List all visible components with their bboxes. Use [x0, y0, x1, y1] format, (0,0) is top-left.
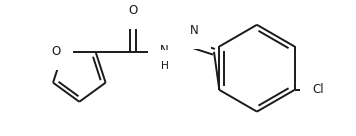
Text: Cl: Cl: [312, 83, 324, 96]
Text: N: N: [160, 44, 169, 57]
Text: O: O: [129, 4, 138, 17]
Text: N: N: [190, 24, 199, 37]
Text: H: H: [161, 61, 169, 71]
Text: O: O: [52, 45, 61, 58]
